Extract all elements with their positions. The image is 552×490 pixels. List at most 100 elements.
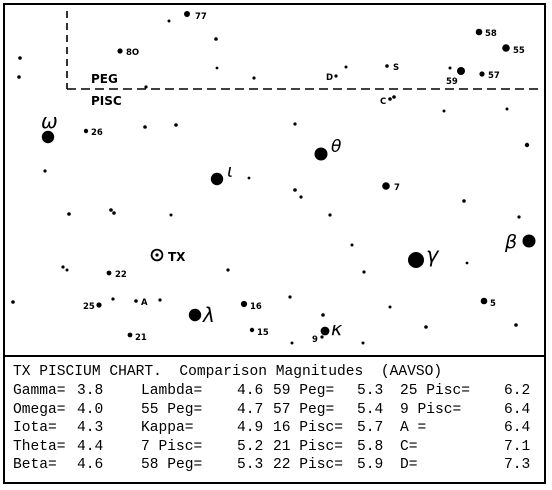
constellation-boundary xyxy=(66,11,541,90)
field-star xyxy=(167,19,171,23)
comparison-star-name: 58 Peg= xyxy=(141,457,203,474)
star-80 xyxy=(117,48,123,54)
star-gamma xyxy=(408,252,424,268)
chart-frame: PEG PISC xyxy=(3,3,546,484)
comparison-star-magnitude: 5.3 xyxy=(357,383,384,399)
star-77 xyxy=(184,11,190,17)
field-star xyxy=(321,313,325,317)
field-star xyxy=(362,270,366,274)
greek-label-kappa: κ xyxy=(331,318,343,340)
comparison-magnitudes-table: TX PISCIUM CHART. Comparison Magnitudes … xyxy=(5,359,544,482)
comparison-star-magnitude: 4.6 xyxy=(77,457,104,474)
greek-label-gamma: γ xyxy=(426,243,440,267)
target-ring xyxy=(150,248,164,262)
comparison-star-name: 9 Pisc= xyxy=(400,401,462,418)
comparison-star-name: 22 Pisc= xyxy=(273,457,344,474)
field-star xyxy=(361,341,365,345)
boundary-label-pisc: PISC xyxy=(91,94,122,108)
field-star xyxy=(328,213,332,217)
comparison-star-name: 59 Peg= xyxy=(273,383,335,399)
star-label-9: 9 xyxy=(312,335,318,345)
comparison-star-name: 25 Pisc= xyxy=(400,383,471,399)
comparison-star-name: Kappa= xyxy=(141,420,194,437)
star-theta xyxy=(314,147,328,161)
star-9 xyxy=(320,335,324,339)
star-label-7: 7 xyxy=(394,183,400,193)
star-26 xyxy=(83,128,89,134)
field-star xyxy=(214,37,218,41)
star-label-21: 21 xyxy=(135,333,147,343)
star-label-c: C xyxy=(380,97,386,107)
field-star xyxy=(344,65,348,69)
target-label-tx: TX xyxy=(168,250,186,264)
star-omega xyxy=(41,130,55,144)
field-star xyxy=(252,76,256,80)
comparison-star-magnitude: 5.9 xyxy=(357,457,384,474)
field-star xyxy=(158,298,162,302)
comparison-star-magnitude: 4.3 xyxy=(77,420,104,437)
comparison-star-magnitude: 4.9 xyxy=(237,420,264,437)
field-star xyxy=(448,66,452,70)
field-star xyxy=(174,123,178,127)
comparison-star-name: Theta= xyxy=(13,438,66,455)
target-dot xyxy=(155,253,159,257)
comparison-star-name: 7 Pisc= xyxy=(141,438,203,455)
field-star xyxy=(524,142,530,148)
field-star xyxy=(350,243,354,247)
comparison-star-name: A = xyxy=(400,420,427,437)
comparison-star-magnitude: 4.6 xyxy=(237,383,264,399)
comparison-star-magnitude: 7.3 xyxy=(504,457,531,474)
star-label-s: S xyxy=(393,63,399,73)
field-star xyxy=(388,305,392,309)
star-c xyxy=(388,97,392,101)
table-title: TX PISCIUM CHART. Comparison Magnitudes … xyxy=(13,364,443,380)
field-stars xyxy=(11,19,530,345)
field-star xyxy=(109,208,113,212)
comparison-star-name: Omega= xyxy=(13,401,66,418)
comparison-star-name: Iota= xyxy=(13,420,57,437)
comparison-star-magnitude: 5.2 xyxy=(237,438,264,455)
comparison-star-name: Beta= xyxy=(13,457,57,474)
field-star xyxy=(226,268,230,272)
star-label-77: 77 xyxy=(195,12,207,22)
comparison-star-name: 57 Peg= xyxy=(273,401,335,418)
star-label-22: 22 xyxy=(115,270,127,280)
field-star xyxy=(61,265,65,269)
field-star xyxy=(17,75,21,79)
comparison-star-magnitude: 5.4 xyxy=(357,401,384,418)
field-star xyxy=(43,169,47,173)
field-star xyxy=(293,188,297,192)
comparison-star-magnitude: 5.7 xyxy=(357,420,384,437)
field-star xyxy=(111,297,115,301)
comparison-star-magnitude: 5.3 xyxy=(237,457,264,474)
comparison-star-magnitude: 5.8 xyxy=(357,438,384,455)
field-star xyxy=(18,56,22,60)
star-16 xyxy=(240,300,248,308)
star-58 xyxy=(475,28,483,36)
field-star xyxy=(144,85,148,89)
star-label-d: D xyxy=(326,73,333,83)
labeled-stars: 77 8O 58 55 59 57 D S C 26 7 22 xyxy=(83,11,525,345)
comparison-star-magnitude: 3.8 xyxy=(77,383,104,399)
star-beta xyxy=(522,234,536,248)
field-star xyxy=(67,212,71,216)
star-kappa xyxy=(320,326,330,336)
greek-label-iota: ι xyxy=(227,161,233,182)
field-star xyxy=(517,215,521,219)
star-label-80: 8O xyxy=(126,48,139,58)
star-label-5: 5 xyxy=(490,299,496,309)
field-star xyxy=(505,107,509,111)
star-chart: PEG PISC xyxy=(11,11,541,345)
star-label-25: 25 xyxy=(83,302,95,312)
star-label-15: 15 xyxy=(257,328,269,338)
field-star xyxy=(169,213,173,217)
field-star xyxy=(462,199,466,203)
star-label-55: 55 xyxy=(513,46,525,56)
star-label-58: 58 xyxy=(485,29,497,39)
star-label-26: 26 xyxy=(91,128,103,138)
field-star xyxy=(288,295,292,299)
comparison-star-magnitude: 6.2 xyxy=(504,383,531,399)
field-star xyxy=(215,66,219,70)
comparison-star-name: 55 Peg= xyxy=(141,401,203,418)
comparison-star-magnitude: 4.7 xyxy=(237,401,264,418)
